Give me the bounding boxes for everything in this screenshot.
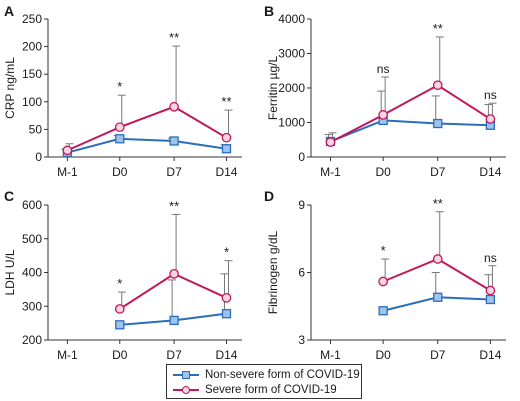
data-point-non-severe xyxy=(115,320,125,330)
x-tick-label: D0 xyxy=(112,165,128,179)
legend: Non-severe form of COVID-19 Severe form … xyxy=(166,364,362,399)
panel-letter: A xyxy=(4,3,14,19)
legend-item-non-severe: Non-severe form of COVID-19 xyxy=(173,367,360,382)
data-point-severe xyxy=(485,114,496,124)
data-point-severe xyxy=(114,122,125,133)
data-point-severe xyxy=(325,137,336,148)
y-tick-label: 300 xyxy=(22,299,42,313)
y-tick-label: 150 xyxy=(22,67,42,81)
data-point-non-severe xyxy=(169,136,179,146)
y-tick-label: 500 xyxy=(22,232,42,246)
y-tick-label: 400 xyxy=(22,266,42,280)
significance-label: ** xyxy=(169,30,179,45)
data-point-severe xyxy=(114,304,125,314)
data-point-severe xyxy=(378,276,388,287)
y-tick-label: 0 xyxy=(298,150,305,164)
panel-letter: D xyxy=(264,188,274,204)
x-tick-label: D14 xyxy=(479,348,501,362)
legend-item-severe: Severe form of COVID-19 xyxy=(173,382,337,397)
y-tick-label: 200 xyxy=(22,333,42,347)
x-tick-label: D0 xyxy=(375,165,391,179)
data-point-severe xyxy=(432,254,443,264)
y-tick-label: 100 xyxy=(22,95,42,109)
y-tick-label: 250 xyxy=(22,12,42,26)
y-tick-label: 4000 xyxy=(278,12,305,26)
x-tick-label: M-1 xyxy=(57,348,78,362)
data-point-non-severe xyxy=(433,292,443,302)
data-point-severe xyxy=(169,268,179,279)
data-point-severe xyxy=(62,145,73,156)
significance-label: * xyxy=(381,243,386,258)
significance-label: ns xyxy=(484,251,497,265)
x-tick-label: D0 xyxy=(375,348,391,362)
data-point-severe xyxy=(485,285,496,296)
y-tick-label: 2000 xyxy=(278,81,305,95)
significance-label: ns xyxy=(377,62,390,76)
data-point-severe xyxy=(221,132,232,143)
data-point-non-severe xyxy=(115,134,125,144)
significance-label: ** xyxy=(169,198,179,213)
y-axis-label: Fibrinogen g/dL xyxy=(266,230,280,314)
data-point-non-severe xyxy=(433,118,443,129)
x-tick-label: M-1 xyxy=(320,165,341,179)
x-tick-label: D7 xyxy=(430,348,446,362)
y-tick-label: 50 xyxy=(29,122,43,136)
y-tick-label: 0 xyxy=(35,150,42,164)
y-tick-label: 6 xyxy=(298,266,305,280)
panel-letter: C xyxy=(4,188,14,204)
x-tick-label: D14 xyxy=(215,348,237,362)
data-point-severe xyxy=(169,101,179,112)
data-point-severe xyxy=(221,292,232,303)
x-tick-label: D14 xyxy=(215,165,237,179)
y-axis-label: LDH U/L xyxy=(3,249,17,295)
significance-label: ** xyxy=(433,21,443,36)
series-line-non-severe xyxy=(67,137,227,154)
x-tick-label: M-1 xyxy=(57,165,78,179)
x-tick-label: D7 xyxy=(166,348,182,362)
data-point-non-severe xyxy=(221,309,232,319)
x-tick-label: D0 xyxy=(112,348,128,362)
series-line-severe xyxy=(330,84,491,144)
significance-label: * xyxy=(117,276,122,291)
significance-label: ** xyxy=(221,94,231,109)
y-axis-label: Ferritin µg/L xyxy=(266,56,280,121)
y-tick-label: 1000 xyxy=(278,116,305,130)
y-tick-label: 9 xyxy=(298,198,305,212)
legend-label-severe: Severe form of COVID-19 xyxy=(205,383,337,396)
data-point-non-severe xyxy=(221,144,232,154)
x-tick-label: D7 xyxy=(166,165,182,179)
data-point-non-severe xyxy=(378,306,388,316)
panel-b: B 0 1000 2000 3000 4000 M-1 D0 D7 D14 Ferritin µg/… xyxy=(264,3,506,179)
y-axis-label: CRP ng/mL xyxy=(3,57,17,119)
series-line-non-severe xyxy=(330,119,491,143)
data-point-non-severe xyxy=(169,315,179,326)
x-tick-label: D14 xyxy=(479,165,501,179)
significance-label: * xyxy=(117,79,122,94)
y-tick-label: 3 xyxy=(298,333,305,347)
data-point-non-severe xyxy=(485,294,496,305)
series-line-severe xyxy=(66,105,227,152)
legend-swatch-severe xyxy=(173,384,199,396)
series-line-severe xyxy=(119,272,227,310)
data-point-severe xyxy=(378,110,388,120)
significance-label: * xyxy=(224,245,229,260)
significance-label: ** xyxy=(433,196,443,211)
y-tick-label: 3000 xyxy=(278,47,305,61)
y-tick-label: 600 xyxy=(22,198,42,212)
data-point-severe xyxy=(432,80,443,91)
legend-label-non-severe: Non-severe form of COVID-19 xyxy=(205,368,360,381)
significance-label: ns xyxy=(484,88,497,102)
y-tick-label: 200 xyxy=(22,40,42,54)
panel-letter: B xyxy=(264,3,274,19)
x-tick-label: D7 xyxy=(430,165,446,179)
x-tick-label: M-1 xyxy=(320,348,341,362)
legend-swatch-non-severe xyxy=(173,369,199,381)
